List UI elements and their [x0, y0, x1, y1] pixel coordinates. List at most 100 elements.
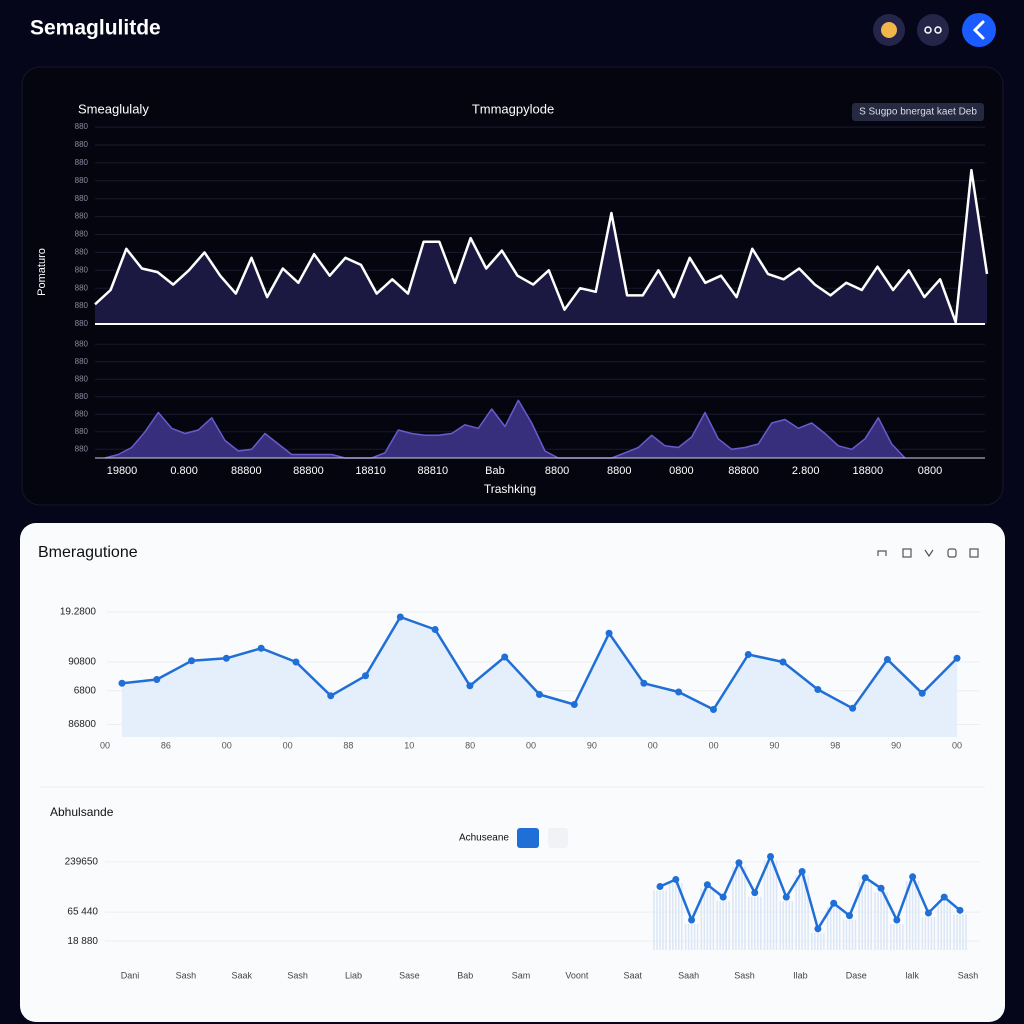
- x-tick-label: Sash: [287, 970, 308, 980]
- x-tick-label: 00: [222, 740, 232, 750]
- menu-icon: [934, 26, 942, 34]
- data-point: [709, 706, 717, 713]
- x-tick-label: Saat: [624, 970, 643, 980]
- y-tick-label: 90800: [68, 657, 96, 668]
- y-tick-label: 880: [75, 427, 89, 436]
- x-tick-label: Sash: [958, 970, 979, 980]
- data-point: [536, 691, 543, 698]
- x-tick-label: 8800: [607, 465, 631, 477]
- x-tick-label: 00: [709, 740, 719, 750]
- x-tick-label: 90: [891, 740, 901, 750]
- data-point: [719, 893, 727, 901]
- area-fill: [95, 170, 987, 324]
- x-tick-label: 88: [343, 740, 353, 750]
- x-tick-label: 2.800: [792, 465, 820, 477]
- data-point: [918, 689, 926, 697]
- badge[interactable]: [852, 103, 984, 121]
- data-point: [257, 644, 265, 652]
- tool-icon[interactable]: [969, 548, 979, 558]
- y-tick-label: 880: [75, 392, 89, 401]
- data-point: [861, 874, 869, 882]
- y-tick-label: 880: [75, 248, 89, 257]
- y-tick-label: 65 440: [67, 907, 98, 918]
- data-point: [744, 651, 752, 658]
- y-tick-label: 880: [75, 409, 89, 418]
- data-point: [779, 658, 787, 666]
- toolbar: [877, 548, 979, 558]
- data-point: [893, 916, 901, 924]
- data-point: [327, 692, 335, 700]
- y-tick-label: 880: [75, 374, 89, 383]
- data-point: [909, 873, 917, 881]
- x-tick-label: Ilab: [793, 970, 808, 980]
- legend-label: Achuseane: [459, 833, 509, 844]
- y-tick-label: 239650: [65, 856, 99, 867]
- data-point: [466, 682, 474, 690]
- x-tick-label: Liab: [345, 970, 362, 980]
- x-tick-label: Dase: [846, 970, 867, 980]
- back-icon: [972, 20, 985, 40]
- area-fill: [122, 617, 957, 737]
- x-tick-label: Sash: [176, 970, 197, 980]
- menu-icon: [924, 26, 932, 34]
- data-point: [953, 654, 961, 662]
- y-tick-label: 880: [75, 158, 89, 167]
- y-tick-label: 880: [75, 194, 89, 203]
- data-point: [767, 853, 775, 861]
- area-fill: [105, 400, 905, 458]
- tool-icon[interactable]: [902, 548, 912, 558]
- x-tick-label: 0.800: [170, 465, 198, 477]
- back-button[interactable]: [962, 13, 996, 47]
- badge-text: S Sugpo bnergat kaet Deb: [859, 107, 977, 118]
- x-tick-label: 00: [648, 740, 658, 750]
- data-point: [849, 704, 857, 712]
- y-tick-label: 880: [75, 283, 89, 292]
- x-tick-label: 00: [526, 740, 536, 750]
- x-tick-label: Dani: [121, 970, 140, 980]
- data-point: [431, 626, 439, 633]
- x-tick-label: Bab: [485, 465, 505, 477]
- data-point: [924, 909, 932, 917]
- data-point: [362, 672, 370, 680]
- app-title: Semaglulitde: [30, 17, 161, 40]
- legend-swatch[interactable]: [517, 828, 539, 848]
- x-tick-label: 18800: [853, 465, 884, 477]
- menu-button[interactable]: [917, 14, 949, 46]
- x-tick-label: 8800: [545, 465, 569, 477]
- tool-icon[interactable]: [924, 549, 934, 558]
- x-tick-label: Saak: [231, 970, 252, 980]
- y-tick-label: 880: [75, 301, 89, 310]
- data-point: [118, 679, 126, 687]
- x-tick-label: 90: [769, 740, 779, 750]
- data-point: [814, 686, 822, 693]
- data-point: [830, 899, 838, 907]
- y-tick-label: 6800: [74, 685, 97, 696]
- data-point: [570, 701, 578, 708]
- x-tick-label: 18810: [355, 465, 386, 477]
- y-tick-label: 880: [75, 122, 89, 131]
- data-point: [153, 676, 161, 683]
- x-tick-label: 00: [952, 740, 962, 750]
- x-tick-label: 0800: [918, 465, 942, 477]
- x-tick-label: Sam: [512, 970, 531, 980]
- light-panel: [20, 523, 1005, 1022]
- x-tick-label: Bab: [457, 970, 473, 980]
- data-point: [605, 629, 613, 637]
- y-tick-label: 880: [75, 230, 89, 239]
- tool-icon[interactable]: [877, 550, 887, 556]
- data-point: [292, 658, 300, 666]
- x-tick-label: 88800: [728, 465, 759, 477]
- x-tick-label: Voont: [565, 970, 589, 980]
- data-point: [672, 875, 680, 883]
- data-point: [675, 688, 683, 696]
- y-axis-title: Pomaturo: [36, 248, 48, 296]
- legend-toggle[interactable]: [548, 828, 568, 848]
- tool-icon[interactable]: [947, 548, 957, 558]
- x-tick-label: 10: [404, 740, 414, 750]
- x-axis-title: Trashking: [484, 482, 536, 496]
- data-point: [782, 893, 790, 901]
- x-tick-label: 0800: [669, 465, 693, 477]
- light-title: Bmeragutione: [38, 544, 138, 561]
- x-tick-label: Saah: [678, 970, 699, 980]
